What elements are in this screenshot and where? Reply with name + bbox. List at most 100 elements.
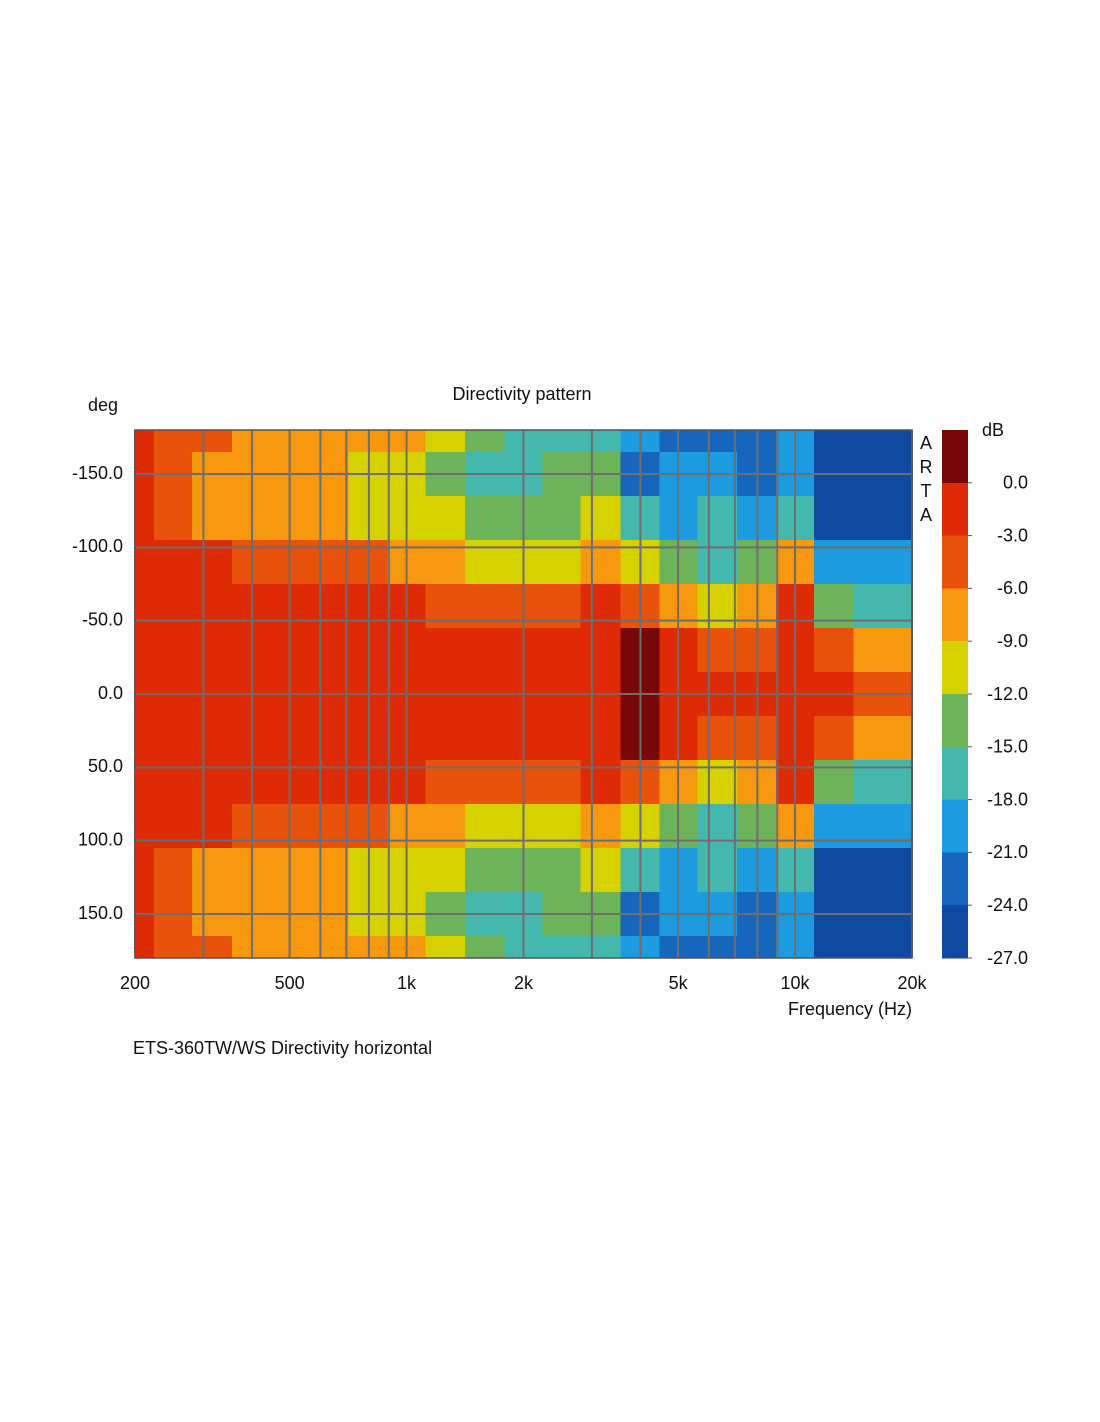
cell (425, 584, 466, 629)
cell (425, 804, 466, 849)
cell (853, 628, 894, 673)
cell (813, 584, 855, 629)
cell (192, 804, 233, 849)
cell (813, 496, 855, 541)
cell (853, 430, 894, 453)
cell (465, 848, 506, 893)
cell (893, 716, 913, 761)
cell (465, 430, 506, 453)
cell (192, 628, 233, 673)
colorbar-tick-label: -24.0 (987, 895, 1028, 915)
colorbar-band (942, 852, 968, 906)
cell (153, 584, 193, 629)
colorbar-band (942, 535, 968, 589)
cell (853, 716, 894, 761)
cell (542, 496, 582, 541)
cell (135, 936, 155, 959)
cell (893, 936, 913, 959)
colorbar-tick-label: -15.0 (987, 737, 1028, 757)
cell (697, 804, 738, 849)
cell (853, 848, 894, 893)
x-tick-label: 5k (669, 973, 689, 993)
cell (425, 936, 466, 959)
colorbar-tick-label: 0.0 (1003, 473, 1028, 493)
cell (192, 936, 233, 959)
cell (542, 628, 582, 673)
y-tick-label: 50.0 (88, 756, 123, 776)
cell (697, 848, 738, 893)
cell (425, 496, 466, 541)
cell (580, 804, 621, 849)
cell (580, 848, 621, 893)
cell (542, 804, 582, 849)
cell (153, 716, 193, 761)
cell (697, 716, 738, 761)
cell (135, 430, 155, 453)
cell (192, 716, 233, 761)
cell (425, 430, 466, 453)
cell (853, 804, 894, 849)
cell (192, 496, 233, 541)
cell (153, 804, 193, 849)
cell (309, 848, 350, 893)
chart-title: Directivity pattern (452, 384, 591, 404)
cell (153, 496, 193, 541)
cell (813, 848, 855, 893)
cell (465, 496, 506, 541)
colorbar-tick-label: -9.0 (997, 631, 1028, 651)
colorbar-band (942, 430, 968, 484)
cell (542, 716, 582, 761)
cell (425, 716, 466, 761)
cell (135, 628, 155, 673)
colorbar-tick-label: -18.0 (987, 789, 1028, 809)
cell (465, 628, 506, 673)
cell (893, 848, 913, 893)
cell (813, 628, 855, 673)
cell (697, 584, 738, 629)
cell (309, 716, 350, 761)
cell (542, 936, 582, 959)
cell (135, 496, 155, 541)
x-tick-label: 200 (120, 973, 150, 993)
cell (542, 584, 582, 629)
cell (893, 628, 913, 673)
cell (853, 496, 894, 541)
cell (893, 540, 913, 585)
cell (580, 496, 621, 541)
cell (425, 628, 466, 673)
colorbar-tick-label: -21.0 (987, 842, 1028, 862)
cell (135, 584, 155, 629)
cell (309, 804, 350, 849)
cell (135, 716, 155, 761)
cell (853, 584, 894, 629)
x-axis-label: Frequency (Hz) (788, 999, 912, 1019)
colorbar-band (942, 905, 968, 959)
x-tick-label: 10k (781, 973, 811, 993)
cell (893, 430, 913, 453)
cell (853, 936, 894, 959)
colorbar-label: dB (982, 420, 1004, 440)
colorbar-band (942, 588, 968, 642)
cell (697, 430, 738, 453)
cell (813, 804, 855, 849)
y-tick-label: -50.0 (82, 609, 123, 629)
cell (542, 848, 582, 893)
colorbar-tick-label: -12.0 (987, 684, 1028, 704)
colorbar-band (942, 694, 968, 748)
cell (813, 430, 855, 453)
colorbar-tick-label: -3.0 (997, 525, 1028, 545)
cell (580, 584, 621, 629)
plot-frame (134, 429, 913, 959)
caption: ETS-360TW/WS Directivity horizontal (133, 1038, 432, 1058)
cell (893, 496, 913, 541)
cell (425, 848, 466, 893)
colorbar-band (942, 799, 968, 853)
colorbar-band (942, 641, 968, 695)
colorbar-band (942, 746, 968, 801)
cell (465, 716, 506, 761)
cell (135, 848, 155, 893)
cell (465, 584, 506, 629)
cell (580, 936, 621, 959)
